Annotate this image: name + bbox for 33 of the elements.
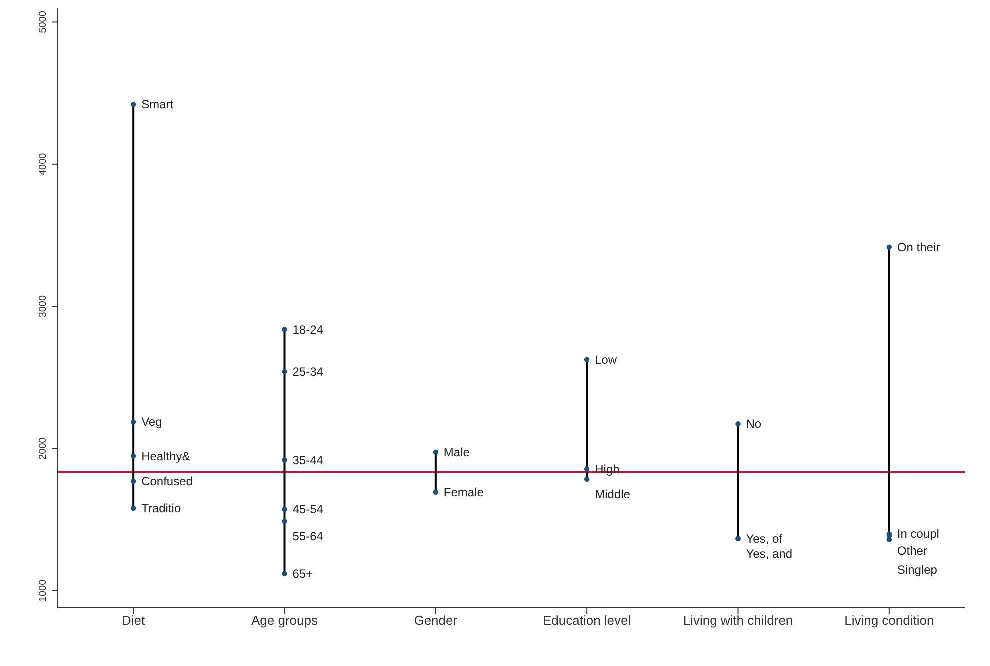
x-tick-label: Living with children — [683, 613, 794, 628]
annotation: Healthy& — [142, 449, 190, 464]
x-tick-label: Living condition — [844, 613, 934, 628]
x-tick-label: Gender — [414, 613, 458, 628]
annotation: Confused — [142, 474, 193, 488]
annotation: Yes, of — [746, 532, 784, 546]
y-tick-label: 1000 — [38, 579, 49, 602]
y-tick-label: 4000 — [38, 152, 49, 176]
annotation: No — [746, 417, 762, 432]
y-tick-label: 5000 — [38, 10, 49, 34]
annotation: Female — [444, 485, 484, 500]
annotation: On their — [897, 240, 940, 254]
annotation: 18-24 — [292, 322, 324, 337]
annotation: 25-34 — [292, 364, 324, 379]
annotation: Singlep — [897, 562, 938, 577]
y-tick-label: 2000 — [38, 437, 49, 460]
annotation: Male — [444, 445, 470, 460]
annotation: In coupl — [897, 527, 940, 542]
annotation: Other — [897, 544, 928, 558]
annotation: Veg — [142, 415, 162, 430]
y-tick-label: 3000 — [38, 295, 49, 318]
annotation: 45-54 — [292, 502, 324, 517]
annotation: 65+ — [292, 566, 314, 581]
x-tick-label: Diet — [122, 613, 146, 628]
annotation: Middle — [595, 487, 631, 502]
annotation: Yes, and — [746, 546, 793, 561]
annotation: Smart — [142, 98, 174, 112]
annotation: Traditio — [142, 501, 182, 516]
x-tick-label: Age groups — [252, 613, 318, 628]
x-tick-label: Education level — [542, 613, 632, 628]
annotation: Low — [595, 352, 618, 367]
annotation: 55-64 — [292, 530, 324, 544]
annotation: 35-44 — [292, 453, 324, 468]
